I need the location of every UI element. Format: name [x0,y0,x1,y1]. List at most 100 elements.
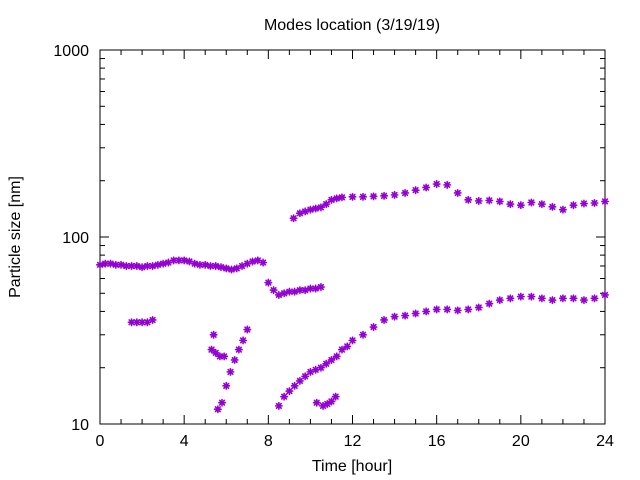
x-tick-label: 8 [264,433,273,450]
data-point [316,283,325,292]
x-tick-label: 4 [180,433,189,450]
data-point [243,325,252,334]
data-point [369,192,378,201]
data-point [280,392,289,401]
data-point [516,201,525,210]
data-point [401,311,410,320]
data-point [232,264,241,273]
data-point [337,345,346,354]
data-point [322,359,331,368]
data-point [185,257,194,266]
data-point [537,294,546,303]
data-point [311,365,320,374]
y-tick-label: 100 [62,230,89,247]
data-point [558,205,567,214]
data-point [590,294,599,303]
data-point [239,336,248,345]
data-point [600,197,610,206]
data-point [96,260,104,269]
data-point [527,198,536,207]
data-point [348,192,357,201]
data-point [264,278,273,287]
data-point [211,261,220,270]
data-point [516,292,525,301]
data-point [234,345,243,354]
data-point [209,330,218,339]
data-point [117,260,126,269]
data-point [195,260,204,269]
data-point [138,318,147,327]
data-point [359,192,368,201]
data-point [216,263,225,272]
data-point [230,355,239,364]
data-point [290,381,299,390]
data-point [143,318,152,327]
x-tick-labels: 0 4 8 12 16 20 24 [96,433,614,450]
data-point [464,305,473,314]
data-point [295,376,304,385]
x-tick-label: 0 [96,433,105,450]
data-point [132,261,141,270]
data-point [506,200,515,209]
data-point [213,405,222,414]
data-point [312,398,321,407]
data-point [222,381,231,390]
data-point [380,315,389,324]
data-point [332,352,341,361]
data-point [164,258,173,267]
data-point [348,336,357,345]
data-point [220,352,229,361]
data-point [453,306,462,315]
data-point [111,260,120,269]
data-point [253,256,262,265]
data-point [537,200,546,209]
data-point [579,296,588,305]
x-tick-label: 16 [428,433,446,450]
data-point [453,188,462,197]
data-point [332,194,341,203]
data-point [190,259,199,268]
data-point [274,401,283,410]
data-point [443,180,452,189]
data-point [422,307,431,316]
data-point [495,197,504,206]
data-point [316,203,325,212]
data-point [285,387,294,396]
data-point [411,309,420,318]
data-point [422,183,431,192]
data-point [432,180,441,189]
data-point [600,290,610,299]
data-point [380,191,389,200]
data-point [390,312,399,321]
y-tick-label: 10 [71,417,89,434]
data-point [343,342,352,351]
data-point [211,348,220,357]
axis-ticks [99,49,606,425]
data-point [322,200,331,209]
data-point [548,202,557,211]
data-point [495,296,504,305]
data-point [579,199,588,208]
data-point [569,201,578,210]
data-point [485,299,494,308]
plot-frame [99,49,606,425]
data-point [148,261,157,270]
data-point [506,294,515,303]
data-point [301,372,310,381]
data-point [558,294,567,303]
data-point [269,286,278,295]
data-point [259,258,268,267]
data-point [401,188,410,197]
data-point [337,193,346,202]
data-point [548,296,557,305]
data-point [474,196,483,205]
data-point [306,205,315,214]
data-point [227,265,236,274]
chart-title: Modes location (3/19/19) [264,17,440,34]
data-point [411,186,420,195]
data-points [96,180,610,414]
data-point [443,305,452,314]
plot-border [99,49,606,425]
x-axis-label: Time [hour] [312,458,392,475]
